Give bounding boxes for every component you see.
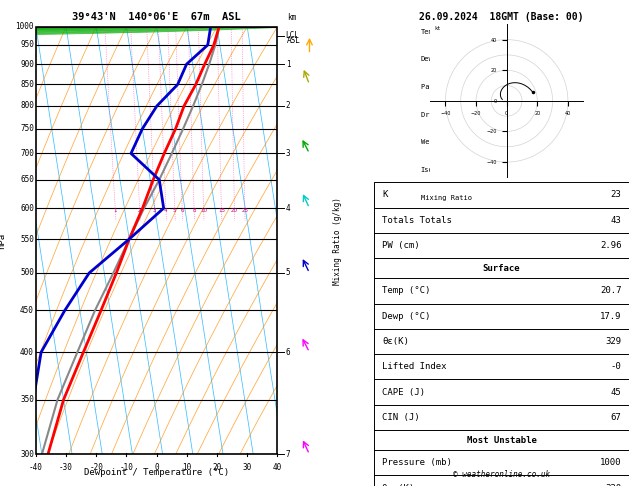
Text: 4: 4 bbox=[286, 204, 291, 213]
Text: kt: kt bbox=[435, 26, 441, 32]
Text: 650: 650 bbox=[20, 175, 34, 184]
Text: 8: 8 bbox=[192, 208, 196, 213]
Text: Mixing Ratio (g/kg): Mixing Ratio (g/kg) bbox=[333, 197, 342, 284]
Text: 7: 7 bbox=[286, 450, 291, 459]
Text: PW (cm): PW (cm) bbox=[382, 241, 420, 250]
Text: Isotherm: Isotherm bbox=[421, 167, 455, 173]
Text: -40: -40 bbox=[29, 463, 43, 472]
Text: 30: 30 bbox=[243, 463, 252, 472]
Text: 15: 15 bbox=[218, 208, 225, 213]
Text: 39°43'N  140°06'E  67m  ASL: 39°43'N 140°06'E 67m ASL bbox=[72, 12, 241, 22]
Text: CAPE (J): CAPE (J) bbox=[382, 387, 425, 397]
Text: 2: 2 bbox=[138, 208, 142, 213]
Text: 950: 950 bbox=[20, 40, 34, 50]
Text: θε (K): θε (K) bbox=[382, 484, 414, 486]
Text: 40: 40 bbox=[273, 463, 282, 472]
Text: Pressure (mb): Pressure (mb) bbox=[382, 458, 452, 467]
Text: 67: 67 bbox=[611, 413, 621, 422]
Text: 26.09.2024  18GMT (Base: 00): 26.09.2024 18GMT (Base: 00) bbox=[420, 12, 584, 22]
Text: 6: 6 bbox=[286, 347, 291, 357]
Text: 4: 4 bbox=[164, 208, 168, 213]
Text: 2: 2 bbox=[286, 102, 291, 110]
Text: -0: -0 bbox=[611, 362, 621, 371]
Text: 20.7: 20.7 bbox=[600, 286, 621, 295]
Text: 600: 600 bbox=[20, 204, 34, 213]
Text: 3: 3 bbox=[286, 149, 291, 158]
Text: Totals Totals: Totals Totals bbox=[382, 216, 452, 225]
Text: -30: -30 bbox=[59, 463, 73, 472]
Text: 700: 700 bbox=[20, 149, 34, 158]
Text: K: K bbox=[382, 191, 387, 199]
Text: Temp (°C): Temp (°C) bbox=[382, 286, 430, 295]
Text: Lifted Index: Lifted Index bbox=[382, 362, 447, 371]
Text: Dewpoint: Dewpoint bbox=[421, 56, 455, 62]
Text: Most Unstable: Most Unstable bbox=[467, 435, 537, 445]
Text: 750: 750 bbox=[20, 124, 34, 134]
Text: Dry Adiabat: Dry Adiabat bbox=[421, 112, 467, 118]
Text: 43: 43 bbox=[611, 216, 621, 225]
Text: -20: -20 bbox=[89, 463, 103, 472]
Text: km: km bbox=[287, 13, 296, 22]
Text: 1: 1 bbox=[113, 208, 117, 213]
Text: © weatheronline.co.uk: © weatheronline.co.uk bbox=[453, 469, 550, 479]
Text: θε(K): θε(K) bbox=[382, 337, 409, 346]
Text: 850: 850 bbox=[20, 80, 34, 89]
Text: 350: 350 bbox=[20, 395, 34, 404]
Text: 330: 330 bbox=[605, 484, 621, 486]
Text: 329: 329 bbox=[605, 337, 621, 346]
Text: 450: 450 bbox=[20, 306, 34, 315]
Text: 300: 300 bbox=[20, 450, 34, 459]
Text: ASL: ASL bbox=[287, 36, 301, 46]
Text: 3: 3 bbox=[153, 208, 157, 213]
Text: 5: 5 bbox=[173, 208, 177, 213]
Text: hPa: hPa bbox=[0, 232, 6, 249]
Text: 900: 900 bbox=[20, 60, 34, 69]
Text: 0: 0 bbox=[154, 463, 159, 472]
Text: 400: 400 bbox=[20, 347, 34, 357]
Text: Dewp (°C): Dewp (°C) bbox=[382, 312, 430, 321]
Text: Mixing Ratio: Mixing Ratio bbox=[421, 195, 472, 201]
Text: Temperature: Temperature bbox=[421, 29, 467, 35]
Text: Wet Adiabat: Wet Adiabat bbox=[421, 139, 467, 145]
Text: LCL: LCL bbox=[286, 31, 299, 40]
Text: 5: 5 bbox=[286, 268, 291, 278]
Bar bbox=[36, 27, 277, 454]
Text: Parcel Trajectory: Parcel Trajectory bbox=[421, 84, 493, 90]
Text: Dewpoint / Temperature (°C): Dewpoint / Temperature (°C) bbox=[84, 468, 229, 477]
Text: 23: 23 bbox=[611, 191, 621, 199]
Text: 800: 800 bbox=[20, 102, 34, 110]
Text: 10: 10 bbox=[200, 208, 207, 213]
Text: 550: 550 bbox=[20, 235, 34, 243]
Text: 1: 1 bbox=[286, 60, 291, 69]
Bar bbox=[36, 27, 277, 454]
Text: -10: -10 bbox=[120, 463, 133, 472]
Text: 17.9: 17.9 bbox=[600, 312, 621, 321]
Text: Surface: Surface bbox=[483, 264, 520, 273]
Text: CIN (J): CIN (J) bbox=[382, 413, 420, 422]
Text: 1000: 1000 bbox=[600, 458, 621, 467]
Text: 6: 6 bbox=[181, 208, 184, 213]
Text: 45: 45 bbox=[611, 387, 621, 397]
Text: 2.96: 2.96 bbox=[600, 241, 621, 250]
Text: 500: 500 bbox=[20, 268, 34, 278]
Text: 20: 20 bbox=[213, 463, 221, 472]
Text: 25: 25 bbox=[242, 208, 248, 213]
Text: 20: 20 bbox=[231, 208, 238, 213]
Text: 10: 10 bbox=[182, 463, 191, 472]
Text: 1000: 1000 bbox=[16, 22, 34, 31]
